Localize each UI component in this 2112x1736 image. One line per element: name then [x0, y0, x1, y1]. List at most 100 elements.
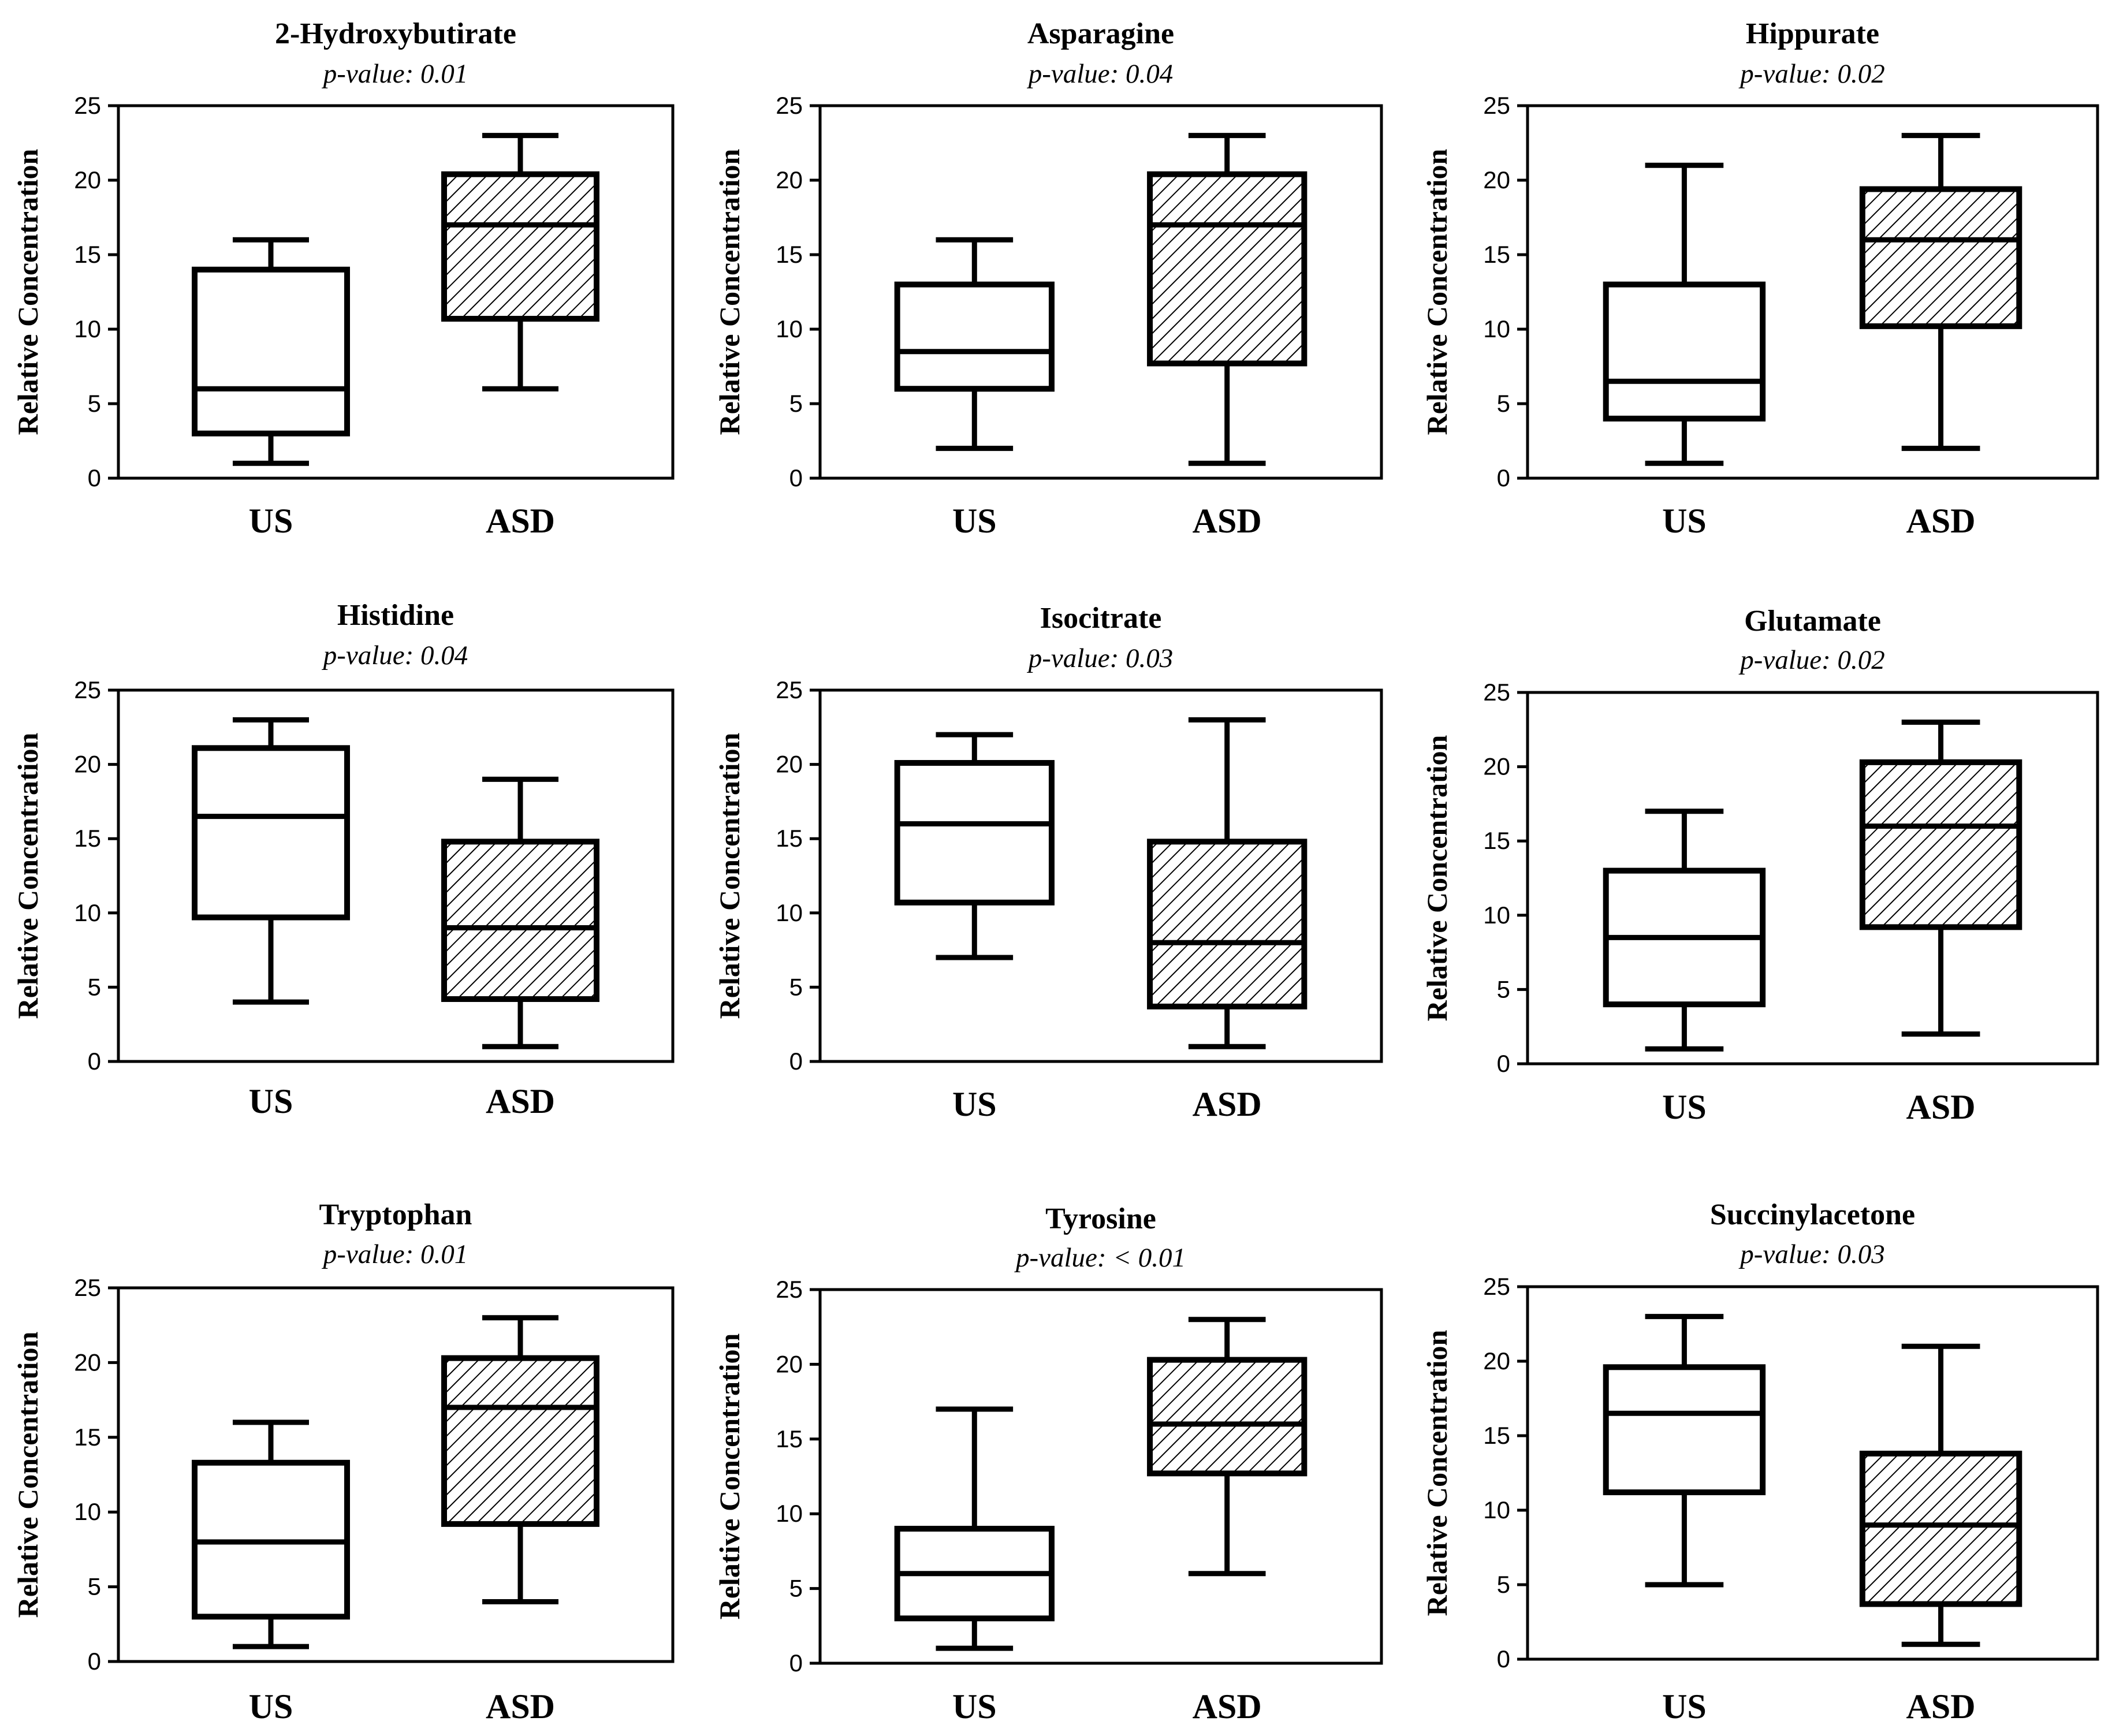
y-tick-label: 25: [74, 676, 101, 703]
y-tick-label: 5: [1497, 975, 1510, 1003]
chart-title: Asparagine: [1027, 17, 1174, 50]
y-axis-label: Relative Concentration: [713, 148, 746, 435]
chart-title: Tyrosine: [1045, 1202, 1156, 1235]
x-category-label: US: [1662, 502, 1707, 540]
chart-title: Histidine: [337, 599, 454, 632]
y-tick-label: 20: [776, 1350, 803, 1377]
chart-title: Hippurate: [1746, 17, 1879, 50]
x-category-label: US: [249, 1082, 293, 1120]
x-category-label: US: [952, 502, 997, 540]
y-axis-label: Relative Concentration: [12, 148, 44, 435]
chart-panel: Tyrosine p-value: < 0.01 0 5 10 15 20 25 Relativ…: [713, 1202, 1383, 1726]
box-us: [192, 745, 350, 921]
x-category-label: ASD: [486, 1687, 555, 1726]
y-axis-label: Relative Concentration: [1421, 1329, 1453, 1616]
chart-subtitle: p-value: 0.02: [1738, 645, 1885, 675]
y-tick-label: 5: [789, 973, 803, 1000]
y-tick-label: 0: [88, 1648, 101, 1675]
chart-title: Tryptophan: [319, 1198, 472, 1231]
y-axis-label: Relative Concentration: [12, 1331, 44, 1618]
box-asd: [441, 839, 599, 1002]
y-tick-label: 25: [776, 92, 803, 119]
x-category-label: US: [249, 502, 293, 540]
y-tick-label: 25: [1483, 92, 1510, 119]
chart-subtitle: p-value: 0.03: [1738, 1239, 1885, 1269]
y-tick-label: 20: [74, 1348, 101, 1376]
y-axis-label: Relative Concentration: [12, 732, 44, 1019]
chart-panel: Isocitrate p-value: 0.03 0 5 10 15 20 25 Relativ…: [713, 602, 1383, 1123]
y-tick-label: 10: [1483, 1496, 1510, 1523]
y-tick-label: 0: [789, 1048, 803, 1075]
y-tick-label: 10: [1483, 901, 1510, 929]
y-tick-label: 10: [776, 315, 803, 342]
y-axis-label: Relative Concentration: [1421, 735, 1453, 1021]
chart-panel: Succinylacetone p-value: 0.03 0 5 10 15 20 25 Re…: [1421, 1198, 2099, 1726]
y-tick-label: 25: [74, 1274, 101, 1301]
y-tick-label: 0: [1497, 464, 1510, 491]
y-tick-label: 25: [776, 1276, 803, 1303]
x-category-label: ASD: [1906, 502, 1976, 540]
y-tick-label: 5: [88, 973, 101, 1000]
box-us: [192, 266, 350, 437]
box-asd: [1859, 186, 2022, 329]
x-category-label: ASD: [1193, 502, 1262, 540]
y-tick-label: 10: [776, 899, 803, 926]
y-tick-label: 20: [74, 166, 101, 193]
y-tick-label: 20: [776, 751, 803, 778]
y-tick-label: 15: [74, 1424, 101, 1451]
box-asd: [1859, 1450, 2022, 1607]
chart-subtitle: p-value: 0.01: [322, 1239, 468, 1269]
box-asd: [441, 1355, 599, 1527]
plot-frame: [818, 104, 1383, 480]
chart-title: Succinylacetone: [1710, 1198, 1915, 1231]
box-asd: [1147, 171, 1308, 367]
y-tick-label: 10: [74, 899, 101, 926]
y-tick-label: 10: [74, 315, 101, 342]
chart-panel: Asparagine p-value: 0.04 0 5 10 15 20 25 Relativ…: [713, 17, 1383, 540]
y-tick-label: 5: [88, 1573, 101, 1600]
y-tick-label: 5: [1497, 1571, 1510, 1598]
box-us: [894, 281, 1055, 392]
plot-frame: [818, 688, 1383, 1063]
y-tick-label: 0: [789, 1649, 803, 1677]
chart-panel: 2-Hydroxybutirate p-value: 0.01 0 5 10 15 20 25…: [12, 17, 675, 540]
plot-frame: [1526, 691, 2099, 1066]
x-category-label: ASD: [486, 502, 555, 540]
y-tick-label: 5: [789, 390, 803, 417]
chart-title: 2-Hydroxybutirate: [275, 17, 516, 50]
y-tick-label: 15: [74, 241, 101, 268]
y-tick-label: 0: [88, 1048, 101, 1075]
y-tick-label: 15: [1483, 241, 1510, 268]
chart-subtitle: p-value: 0.01: [322, 59, 468, 89]
y-tick-label: 20: [1483, 753, 1510, 780]
y-tick-label: 0: [789, 464, 803, 491]
x-category-label: ASD: [486, 1082, 555, 1120]
chart-subtitle: p-value: 0.02: [1738, 59, 1885, 89]
box-asd: [1147, 1357, 1308, 1477]
plot-frame: [1526, 1285, 2099, 1661]
box-us: [1603, 1364, 1766, 1496]
y-tick-label: 20: [776, 166, 803, 193]
plot-frame: [1526, 104, 2099, 480]
box-asd: [441, 171, 599, 322]
y-tick-label: 5: [88, 390, 101, 417]
x-category-label: US: [1662, 1088, 1707, 1126]
y-tick-label: 5: [789, 1575, 803, 1602]
x-category-label: ASD: [1193, 1085, 1262, 1123]
y-tick-label: 15: [776, 825, 803, 852]
chart-subtitle: p-value: 0.04: [1027, 59, 1174, 89]
y-tick-label: 20: [1483, 1347, 1510, 1374]
plot-frame: [818, 1288, 1383, 1665]
chart-panel: Tryptophan p-value: 0.01 0 5 10 15 20 25 Relativ…: [12, 1198, 675, 1726]
x-category-label: US: [952, 1085, 997, 1123]
chart-subtitle: p-value: 0.03: [1027, 643, 1174, 673]
y-tick-label: 0: [88, 464, 101, 491]
y-tick-label: 15: [74, 825, 101, 852]
plot-frame: [117, 688, 675, 1063]
x-category-label: ASD: [1906, 1088, 1976, 1126]
y-tick-label: 10: [776, 1500, 803, 1527]
chart-subtitle: p-value: 0.04: [322, 640, 468, 670]
x-category-label: ASD: [1193, 1687, 1262, 1726]
y-tick-label: 20: [1483, 166, 1510, 193]
